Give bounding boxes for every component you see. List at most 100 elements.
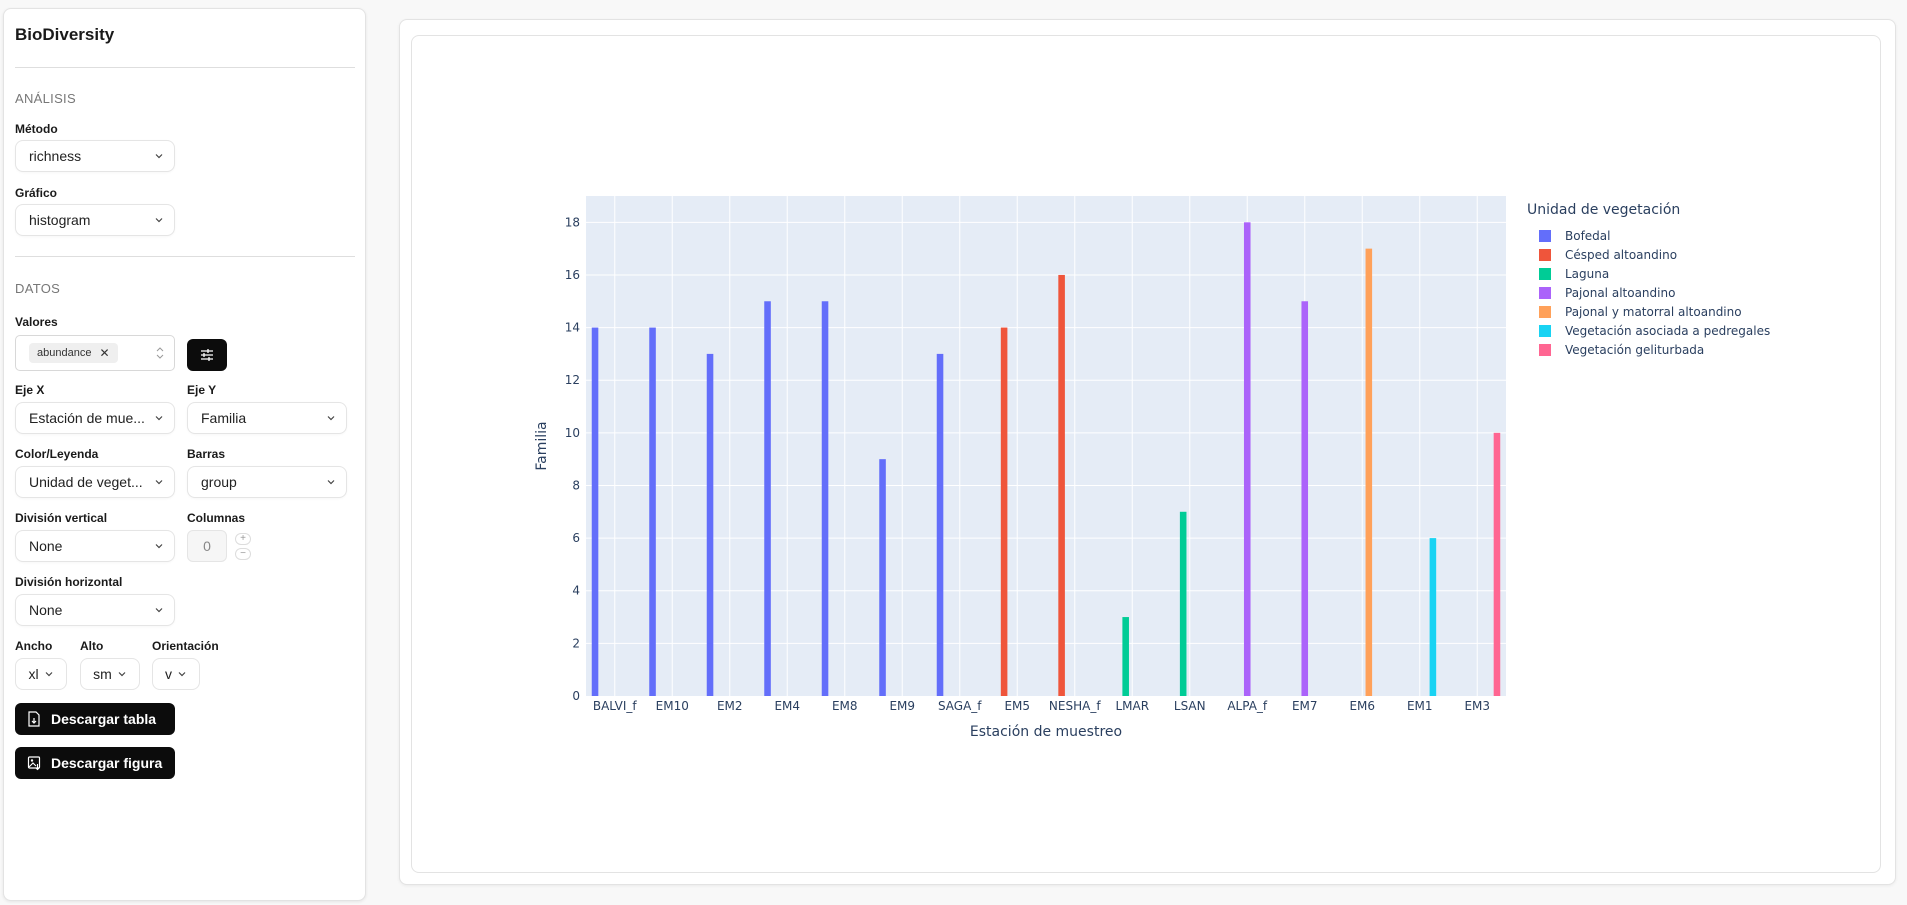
y-tick-label: 10 xyxy=(565,426,580,440)
eje-y-select[interactable]: Familia xyxy=(187,402,347,434)
section-title-analysis: ANÁLISIS xyxy=(15,91,76,106)
adjustments-button[interactable] xyxy=(187,339,227,371)
legend-item[interactable]: Pajonal y matorral altoandino xyxy=(1539,305,1742,319)
legend-label: Pajonal altoandino xyxy=(1565,286,1675,300)
chip-label: abundance xyxy=(37,347,92,359)
division-horizontal-label: División horizontal xyxy=(15,575,123,589)
legend-item[interactable]: Laguna xyxy=(1539,267,1609,281)
increment-button[interactable]: + xyxy=(235,533,251,545)
y-tick-label: 2 xyxy=(572,636,580,650)
x-tick-label: BALVI_f xyxy=(593,699,638,713)
sidebar: BioDiversity ANÁLISIS Método richness Gr… xyxy=(3,8,366,901)
download-table-label: Descargar tabla xyxy=(51,711,157,727)
x-tick-label: EM7 xyxy=(1292,699,1318,713)
grafico-value: histogram xyxy=(29,212,91,228)
chevron-down-icon xyxy=(155,544,163,549)
eje-x-select[interactable]: Estación de mue... xyxy=(15,402,175,434)
legend-swatch xyxy=(1539,306,1551,318)
legend-item[interactable]: Vegetación geliturbada xyxy=(1539,343,1704,357)
bar[interactable] xyxy=(1058,274,1065,696)
value-chip: abundance ✕ xyxy=(29,343,118,363)
bar[interactable] xyxy=(1000,327,1008,696)
columnas-input[interactable]: 0 xyxy=(187,530,227,562)
download-figure-button[interactable]: Descargar figura xyxy=(15,747,175,779)
division-horizontal-select[interactable]: None xyxy=(15,594,175,626)
download-table-button[interactable]: Descargar tabla xyxy=(15,703,175,735)
bar[interactable] xyxy=(1301,301,1309,696)
bar[interactable] xyxy=(706,353,714,696)
y-tick-label: 18 xyxy=(565,215,580,229)
legend-swatch xyxy=(1539,249,1551,261)
section-title-datos: DATOS xyxy=(15,281,61,296)
color-leyenda-value: Unidad de veget... xyxy=(29,474,143,490)
bar[interactable] xyxy=(1243,222,1251,696)
bar[interactable] xyxy=(879,459,886,696)
bar[interactable] xyxy=(1365,248,1373,696)
file-download-icon xyxy=(28,711,40,727)
legend-item[interactable]: Césped altoandino xyxy=(1539,248,1677,262)
barras-select[interactable]: group xyxy=(187,466,347,498)
x-axis-title: Estación de muestreo xyxy=(970,724,1122,740)
legend-item[interactable]: Pajonal altoandino xyxy=(1539,286,1675,300)
chevron-down-icon xyxy=(155,480,163,485)
divider xyxy=(15,256,355,257)
grafico-label: Gráfico xyxy=(15,186,58,200)
plot-area xyxy=(586,196,1506,696)
alto-label: Alto xyxy=(80,639,104,653)
x-tick-label: ALPA_f xyxy=(1227,699,1268,713)
grafico-select[interactable]: histogram xyxy=(15,204,175,236)
legend-item[interactable]: Bofedal xyxy=(1539,229,1611,243)
eje-x-label: Eje X xyxy=(15,383,45,397)
updown-chevron-icon xyxy=(156,347,164,359)
bar[interactable] xyxy=(1179,511,1187,696)
x-tick-label: SAGA_f xyxy=(938,699,982,713)
legend-swatch xyxy=(1539,287,1551,299)
x-tick-label: EM6 xyxy=(1349,699,1375,713)
metodo-value: richness xyxy=(29,148,82,164)
legend-swatch xyxy=(1539,268,1551,280)
legend-label: Vegetación asociada a pedregales xyxy=(1565,324,1770,338)
bar[interactable] xyxy=(1122,617,1129,696)
ancho-select[interactable]: xl xyxy=(15,658,67,690)
bar-chart[interactable]: 0 2 4 6 8 10 12 14 16 18 BALVI_f EM10 EM2 EM4 EM8 EM9 SA… xyxy=(412,36,1882,874)
x-tick-label: EM10 xyxy=(656,699,689,713)
eje-y-label: Eje Y xyxy=(187,383,217,397)
legend-label: Pajonal y matorral altoandino xyxy=(1565,305,1742,319)
bar[interactable] xyxy=(1429,538,1437,696)
y-tick-label: 16 xyxy=(565,268,580,282)
color-leyenda-select[interactable]: Unidad de veget... xyxy=(15,466,175,498)
bar[interactable] xyxy=(649,327,656,696)
bar[interactable] xyxy=(821,301,829,696)
legend-title: Unidad de vegetación xyxy=(1527,202,1680,218)
x-tick-label: EM1 xyxy=(1407,699,1433,713)
legend-label: Bofedal xyxy=(1565,229,1611,243)
download-figure-label: Descargar figura xyxy=(51,755,163,771)
legend-swatch xyxy=(1539,325,1551,337)
bar[interactable] xyxy=(1493,432,1501,696)
bar[interactable] xyxy=(591,327,599,696)
y-tick-label: 6 xyxy=(572,531,580,545)
legend-swatch xyxy=(1539,230,1551,242)
x-tick-label: EM2 xyxy=(717,699,743,713)
legend-item[interactable]: Vegetación asociada a pedregales xyxy=(1539,324,1770,338)
decrement-button[interactable]: − xyxy=(235,548,251,560)
division-vertical-select[interactable]: None xyxy=(15,530,175,562)
orientacion-select[interactable]: v xyxy=(152,658,200,690)
chevron-down-icon xyxy=(45,672,52,677)
metodo-label: Método xyxy=(15,122,58,136)
x-tick-label: NESHA_f xyxy=(1049,699,1101,713)
chevron-down-icon xyxy=(327,480,335,485)
bar[interactable] xyxy=(936,353,944,696)
x-tick-label: LMAR xyxy=(1115,699,1149,713)
close-icon[interactable]: ✕ xyxy=(99,346,110,360)
x-tick-label: EM9 xyxy=(889,699,915,713)
bar[interactable] xyxy=(764,301,771,696)
metodo-select[interactable]: richness xyxy=(15,140,175,172)
legend-label: Césped altoandino xyxy=(1565,248,1677,262)
main-panel: 0 2 4 6 8 10 12 14 16 18 BALVI_f EM10 EM2 EM4 EM8 EM9 SA… xyxy=(399,19,1896,885)
chevron-down-icon xyxy=(155,218,163,223)
color-leyenda-label: Color/Leyenda xyxy=(15,447,99,461)
divider xyxy=(15,67,355,68)
alto-select[interactable]: sm xyxy=(80,658,140,690)
valores-multiselect[interactable]: abundance ✕ xyxy=(15,335,175,371)
